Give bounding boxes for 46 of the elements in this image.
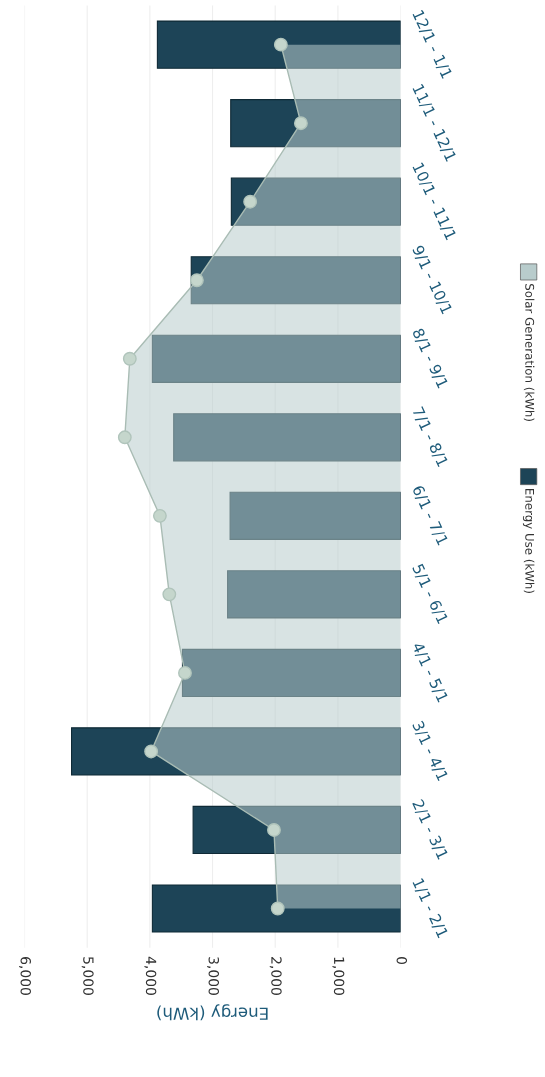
legend-label: Energy Use (kWh): [522, 489, 535, 593]
bar: [229, 491, 401, 540]
y-tick-label: 3/1 - 4/1: [411, 720, 449, 782]
point: [189, 273, 204, 288]
point: [270, 901, 285, 916]
x-tick-label: 6,000: [19, 957, 31, 995]
bar: [70, 727, 401, 776]
point: [273, 37, 288, 52]
point: [293, 116, 308, 131]
point: [152, 508, 167, 523]
y-tick-label: 10/1 - 11/1: [411, 162, 457, 241]
bar: [230, 177, 401, 226]
y-tick-label: 11/1 - 12/1: [411, 83, 457, 163]
x-axis-title: Energy (kWh): [157, 1004, 268, 1021]
bar: [151, 884, 401, 933]
y-tick-label: 5/1 - 6/1: [411, 563, 449, 625]
y-tick-label: 7/1 - 8/1: [411, 406, 449, 468]
x-tick-label: 3,000: [207, 957, 220, 995]
x-tick-label: 2,000: [269, 957, 282, 995]
y-tick-label: 12/1 - 1/1: [411, 9, 453, 80]
y-tick-label: 8/1 - 9/1: [410, 327, 449, 390]
point: [144, 744, 159, 759]
bar: [190, 256, 401, 305]
y-tick-label: 6/1 - 7/1: [410, 484, 449, 547]
x-tick-label: 1,000: [332, 957, 345, 995]
bar: [227, 570, 401, 619]
x-tick-label: 5,000: [81, 957, 94, 995]
point: [162, 587, 177, 602]
point: [267, 823, 281, 837]
bar: [156, 20, 401, 69]
bar: [181, 648, 401, 698]
bar: [173, 413, 401, 462]
point: [243, 194, 258, 209]
bar: [192, 805, 401, 855]
x-tick-label: 4,000: [144, 956, 157, 995]
y-tick-label: 9/1 - 10/1: [410, 244, 453, 315]
x-tick-label: 0: [396, 957, 408, 965]
y-tick-label: 2/1 - 3/1: [410, 798, 449, 861]
y-tick-label: 1/1 - 2/1: [411, 877, 449, 939]
point: [178, 665, 192, 680]
y-tick-label: 4/1 - 5/1: [410, 641, 449, 704]
point: [122, 351, 137, 366]
bar: [151, 334, 401, 383]
point: [117, 430, 132, 445]
legend-label: Solar Generation (kWh): [523, 284, 535, 421]
bar: [230, 99, 401, 148]
